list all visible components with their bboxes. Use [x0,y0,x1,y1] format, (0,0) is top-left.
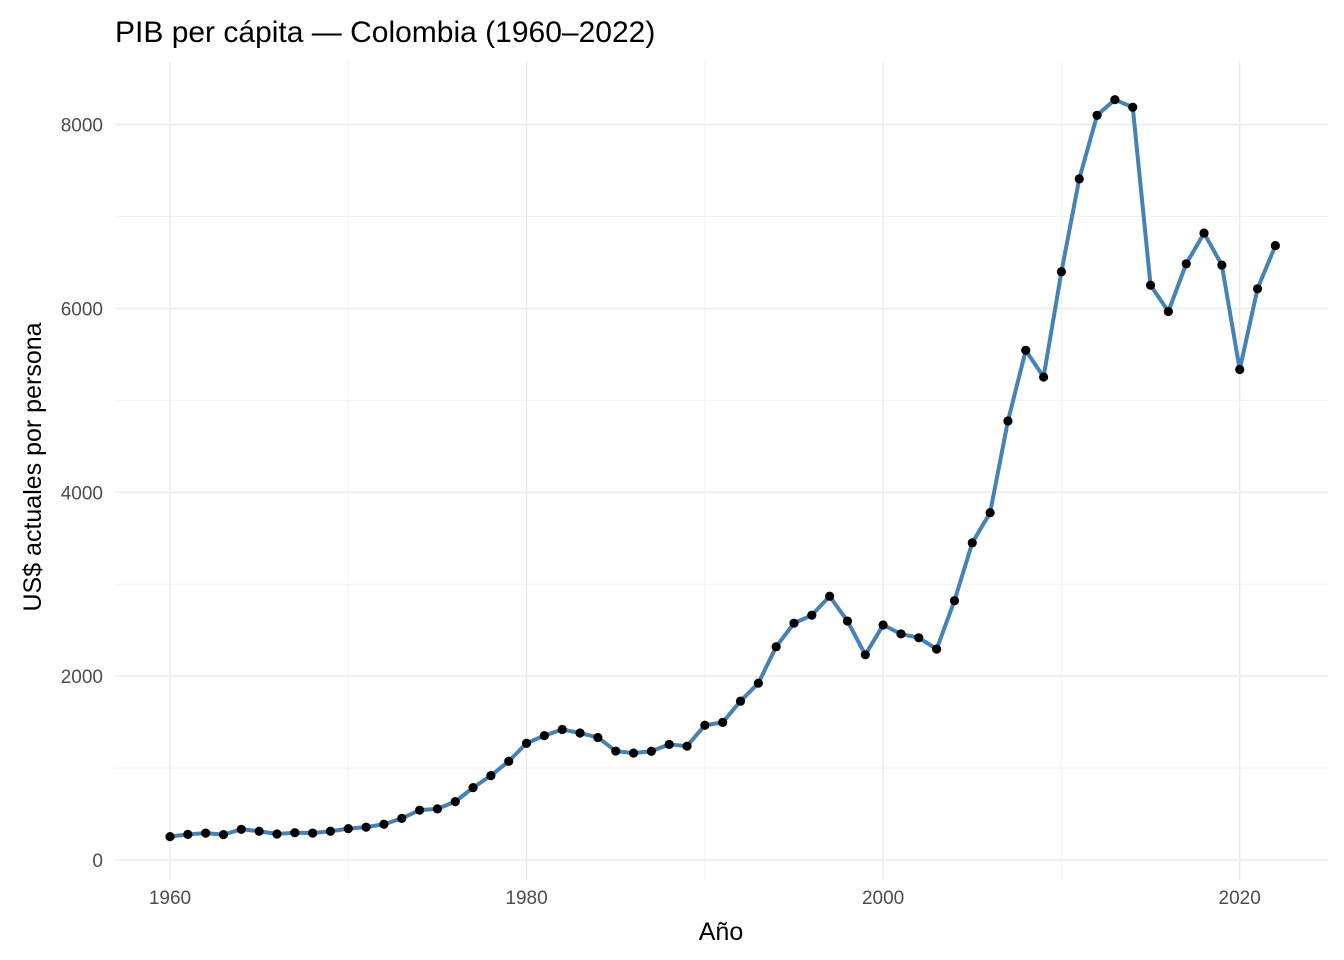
chart-title: PIB per cápita — Colombia (1960–2022) [115,16,655,49]
data-point [1110,95,1120,105]
data-point [201,828,211,838]
data-point [1145,280,1156,290]
y-tick-label: 8000 [61,116,103,137]
data-point [646,746,656,756]
data-point [1056,267,1067,277]
data-point [1252,284,1263,294]
x-tick-label: 1980 [505,888,547,909]
y-tick-label: 6000 [61,299,103,320]
x-tick-label: 1960 [149,888,191,909]
data-point [700,720,710,730]
data-point [415,805,425,815]
data-point [789,618,799,628]
data-point [183,829,193,839]
data-point [1181,259,1191,269]
data-point [432,804,443,814]
x-axis-title: Año [699,918,743,946]
data-point [165,832,175,842]
data-point [985,508,995,518]
data-point [842,616,853,626]
y-tick-label: 4000 [61,483,103,504]
data-point [575,728,585,738]
data-point [664,739,674,749]
data-point [1235,364,1245,375]
data-point [486,771,496,781]
data-point [1217,260,1227,270]
data-point [682,741,692,751]
grid [115,62,1328,880]
data-point [593,732,603,743]
data-point [557,724,567,735]
data-point [825,591,835,601]
data-point [539,731,549,741]
data-point [860,650,870,660]
x-axis-ticks: 1960 1980 2000 2020 [149,888,1261,909]
data-point [379,819,389,829]
y-tick-label: 2000 [61,667,103,688]
data-point [236,824,246,834]
y-axis-ticks: 0 2000 4000 6000 8000 [61,116,103,873]
data-point [914,633,924,643]
data-point [504,756,514,766]
data-point [450,797,460,807]
data-point [397,813,407,823]
data-point [718,717,728,727]
data-point [290,828,300,838]
data-point [254,826,264,836]
data-point [1128,102,1138,112]
data-point [1163,306,1173,317]
data-point [218,830,229,840]
data-point [611,746,621,756]
data-point [932,644,942,654]
x-tick-label: 2020 [1219,888,1261,909]
data-point [1270,240,1280,251]
data-point [1092,110,1102,120]
data-point [949,596,960,606]
data-point [771,642,781,652]
y-tick-label: 0 [92,851,103,872]
data-point [468,783,478,793]
data-point [325,826,336,836]
data-points [165,95,1280,842]
data-point [521,738,532,748]
data-point [1199,228,1209,238]
data-point [308,828,318,838]
data-point [807,610,817,620]
data-point [896,629,906,639]
data-point [967,538,977,548]
data-point [343,824,353,834]
data-point [1074,174,1084,184]
x-tick-label: 2000 [862,888,904,909]
data-point [735,696,746,706]
data-point [361,822,371,832]
data-point [878,620,888,630]
data-point [628,748,639,758]
y-axis-title: US$ actuales por persona [19,322,47,611]
data-point [272,829,282,839]
data-point [753,678,763,688]
data-point [1003,416,1013,426]
data-point [1021,345,1031,355]
data-point [1038,372,1049,382]
